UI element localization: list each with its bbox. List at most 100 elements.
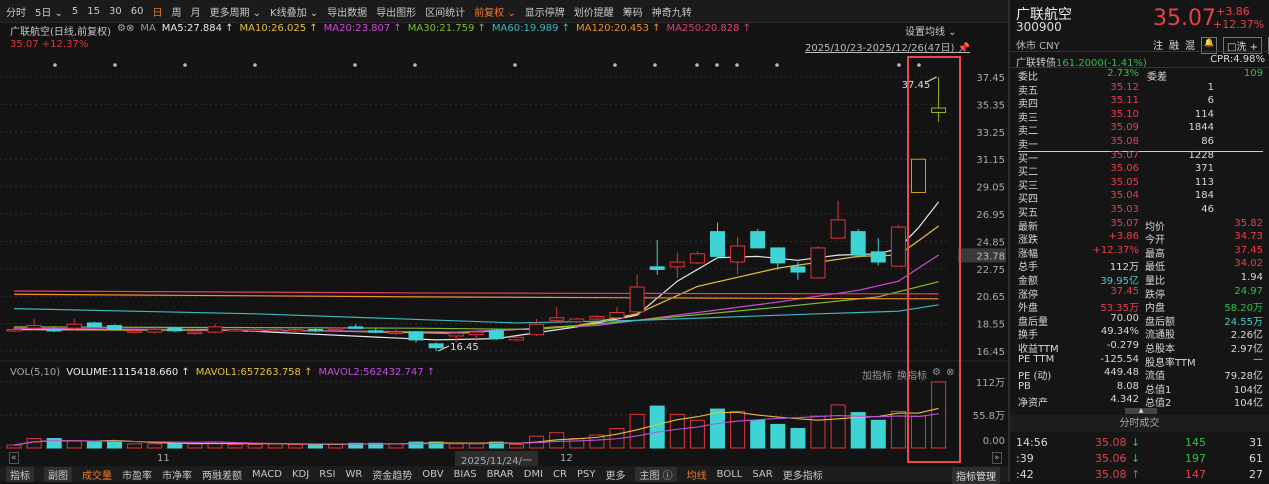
candle[interactable]: [227, 328, 243, 332]
volume-bar[interactable]: [649, 405, 665, 449]
candle[interactable]: [187, 329, 203, 335]
indicator-tab-0[interactable]: 指标: [6, 466, 34, 482]
toolbar-item-10[interactable]: K线叠加 ⌄: [270, 7, 319, 19]
volume-bar[interactable]: [810, 415, 826, 449]
candle[interactable]: [790, 262, 806, 280]
indicator-tab-7[interactable]: KDJ: [291, 468, 310, 480]
toolbar-item-15[interactable]: 显示停牌: [524, 7, 565, 19]
candle[interactable]: [649, 240, 665, 275]
indicator-tab-14[interactable]: DMI: [523, 468, 544, 480]
candle[interactable]: [287, 328, 303, 333]
volume-bar[interactable]: [368, 442, 384, 449]
indicator-tab-1[interactable]: 副图: [44, 466, 72, 482]
volume-bar[interactable]: [448, 443, 464, 449]
indicator-tab-11[interactable]: OBV: [422, 468, 444, 480]
convertible-bond[interactable]: 广联转债161.2000(-1.41%): [1016, 54, 1147, 69]
indicator-tab-22[interactable]: 更多指标: [782, 470, 823, 482]
event-marker-icon[interactable]: [53, 63, 57, 67]
candle[interactable]: [46, 326, 62, 333]
volume-bar[interactable]: [247, 443, 263, 449]
candle[interactable]: [167, 326, 183, 333]
candle[interactable]: [589, 315, 605, 321]
candle[interactable]: [348, 324, 364, 329]
event-marker-icon[interactable]: [183, 63, 187, 67]
toolbar-item-9[interactable]: 更多周期 ⌄: [209, 7, 262, 19]
volume-bar[interactable]: [147, 443, 163, 449]
toolbar-item-11[interactable]: 导出数据: [327, 7, 368, 19]
event-marker-icon[interactable]: [413, 63, 417, 67]
expand-up-icon[interactable]: ▲: [1125, 408, 1157, 414]
volume-bar[interactable]: [66, 440, 82, 449]
gear-icon[interactable]: ⚙: [932, 367, 941, 378]
candle[interactable]: [689, 251, 705, 265]
volume-bar[interactable]: [107, 441, 122, 449]
toolbar-item-5[interactable]: 60: [130, 5, 144, 17]
candle[interactable]: [6, 326, 22, 333]
candle[interactable]: [328, 326, 344, 331]
toolbar-item-7[interactable]: 周: [171, 7, 182, 19]
indicator-tab-6[interactable]: MACD: [252, 468, 282, 480]
candle[interactable]: [911, 158, 926, 193]
volume-bar[interactable]: [830, 404, 846, 449]
volume-bar[interactable]: [710, 408, 725, 449]
toolbar-item-8[interactable]: 月: [190, 7, 201, 19]
volume-bar[interactable]: [46, 438, 62, 449]
volume-bar[interactable]: [488, 441, 504, 449]
event-marker-icon[interactable]: [917, 63, 921, 67]
volume-bar[interactable]: [468, 443, 484, 449]
candle[interactable]: [66, 319, 82, 331]
event-marker-icon[interactable]: [775, 63, 779, 67]
candle[interactable]: [931, 77, 947, 122]
volume-bar[interactable]: [730, 410, 746, 449]
candle[interactable]: [669, 252, 685, 278]
volume-bar[interactable]: [227, 443, 243, 449]
toolbar-item-0[interactable]: 分时: [6, 7, 26, 19]
candle[interactable]: [267, 328, 283, 332]
volume-bar[interactable]: [870, 419, 886, 449]
indicator-tab-17[interactable]: 更多: [605, 470, 626, 482]
margin-button[interactable]: 融: [1169, 41, 1179, 52]
date-range[interactable]: 2025/10/23-2025/12/26(47日) 📌: [805, 39, 970, 54]
indicator-tab-5[interactable]: 两融差额: [202, 470, 242, 482]
toolbar-item-16[interactable]: 划价提醒: [573, 7, 614, 19]
candle[interactable]: [569, 317, 585, 323]
volume-bar[interactable]: [26, 438, 42, 449]
toolbar-item-1[interactable]: 5日 ⌄: [35, 7, 63, 19]
candle[interactable]: [710, 222, 725, 257]
candle[interactable]: [147, 326, 163, 334]
toolbar-item-4[interactable]: 30: [109, 5, 122, 17]
switch-indicator-button[interactable]: 换指标: [897, 371, 927, 382]
close-icon[interactable]: ⊗: [945, 367, 955, 378]
candle[interactable]: [750, 229, 766, 249]
candle[interactable]: [870, 238, 886, 266]
indicator-tab-13[interactable]: BRAR: [486, 468, 514, 480]
candle[interactable]: [26, 319, 42, 330]
settings-icon[interactable]: ⚙⊗: [116, 23, 135, 34]
indicator-tab-3[interactable]: 市盈率: [122, 470, 152, 482]
volume-bar[interactable]: [127, 443, 143, 449]
event-marker-icon[interactable]: [715, 63, 719, 67]
candle[interactable]: [850, 229, 866, 258]
toolbar-item-12[interactable]: 导出图形: [376, 7, 417, 19]
volume-bar[interactable]: [770, 423, 786, 449]
volume-bar[interactable]: [388, 443, 404, 449]
candle[interactable]: [408, 330, 424, 343]
volume-bar[interactable]: [890, 410, 906, 449]
candle[interactable]: [127, 329, 143, 334]
candlestick-chart[interactable]: 37.45 35.35 33.25 31.15 29.05 26.95 24.85 22.75…: [0, 57, 1008, 362]
volume-bar[interactable]: [408, 441, 424, 449]
candle[interactable]: [448, 332, 464, 343]
volume-bar[interactable]: [790, 428, 806, 449]
indicator-tab-19[interactable]: 均线: [686, 470, 707, 482]
volume-chart[interactable]: 112万 55.8万 0.00: [0, 362, 1008, 466]
volume-bar[interactable]: [669, 413, 685, 449]
indicator-tab-21[interactable]: SAR: [752, 468, 773, 480]
volume-bar[interactable]: [569, 438, 585, 449]
volume-bar[interactable]: [850, 412, 866, 449]
bell-icon[interactable]: 🔔: [1201, 37, 1217, 54]
toolbar-item-18[interactable]: 神奇九转: [651, 7, 692, 19]
candle[interactable]: [609, 307, 625, 320]
candle[interactable]: [629, 274, 645, 314]
candle[interactable]: [468, 330, 484, 342]
indicator-manage-button[interactable]: 指标管理: [952, 467, 1000, 484]
